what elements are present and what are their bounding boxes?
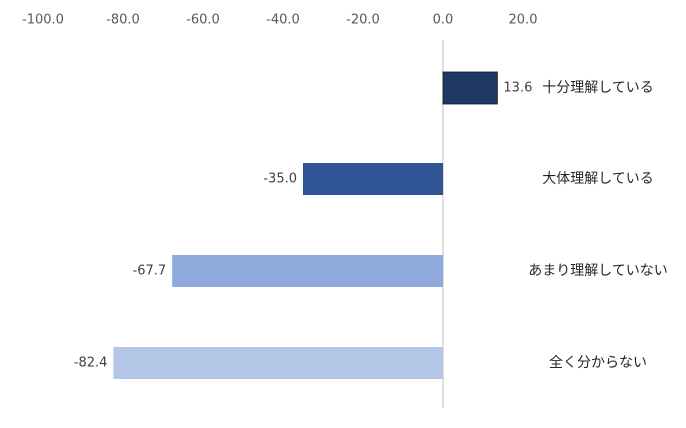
- bar: [442, 71, 498, 105]
- x-axis-ticks: -100.0 -80.0 -60.0 -40.0 -20.0 0.0 20.0: [22, 13, 537, 28]
- x-tick-label: -80.0: [106, 13, 140, 28]
- x-tick-label: -100.0: [22, 13, 64, 28]
- x-tick-label: -20.0: [346, 13, 380, 28]
- data-labels: 13.6 -35.0 -67.7 -82.4: [74, 81, 533, 371]
- data-label: -82.4: [74, 356, 108, 371]
- x-tick-label: -40.0: [266, 13, 300, 28]
- bar: [172, 255, 443, 287]
- x-tick-label: -60.0: [186, 13, 220, 28]
- bar: [303, 163, 443, 195]
- data-label: -35.0: [263, 172, 297, 187]
- category-label: 全く分からない: [549, 354, 647, 371]
- category-label: 十分理解している: [542, 80, 654, 96]
- bars: [113, 71, 498, 379]
- data-label: 13.6: [503, 81, 532, 96]
- data-label: -67.7: [133, 264, 167, 279]
- category-label: 大体理解している: [542, 171, 654, 187]
- category-label: あまり理解していない: [528, 263, 668, 279]
- x-tick-label: 0.0: [433, 13, 454, 28]
- bar: [113, 347, 444, 379]
- x-tick-label: 20.0: [509, 13, 538, 28]
